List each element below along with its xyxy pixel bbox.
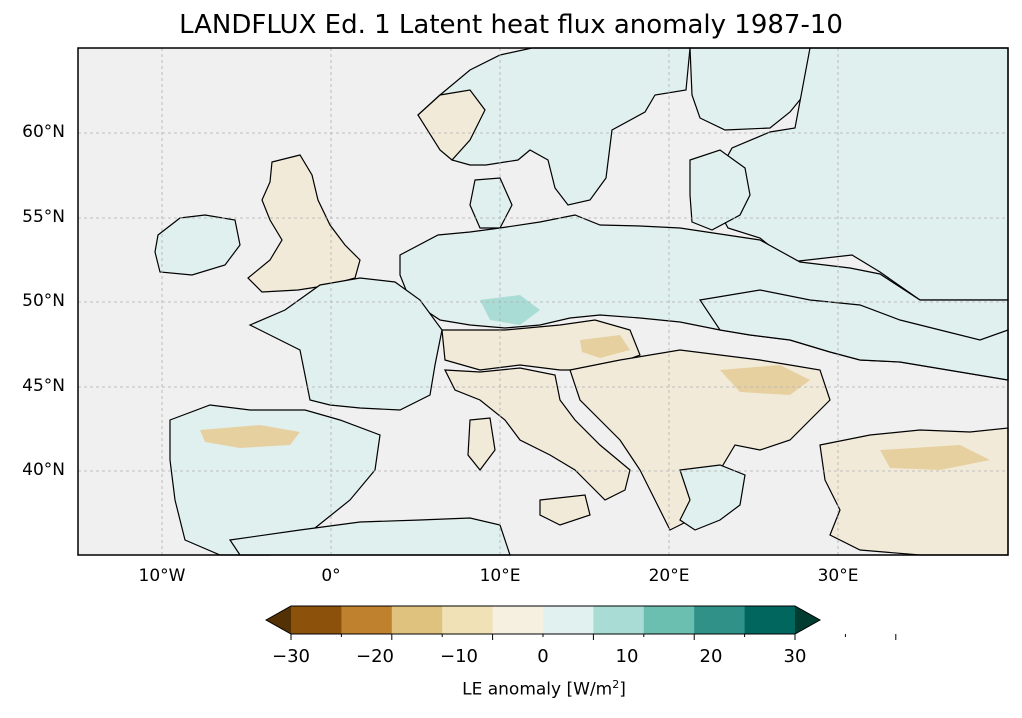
colorbar-swatch [744, 606, 796, 634]
britain-land [247, 154, 361, 293]
colorbar-swatch [291, 606, 342, 634]
sardinia-land [467, 417, 496, 471]
lat-tick-50n: 50°N [22, 291, 65, 311]
colorbar-tick-0: 0 [537, 646, 549, 667]
lon-tick-0: 0° [321, 566, 341, 586]
colorbar-tick-neg20: −20 [356, 646, 394, 667]
dry-patch-spain [200, 425, 300, 448]
lat-tick-40n: 40°N [22, 460, 65, 480]
france-land [248, 277, 443, 411]
map-frame [77, 47, 1009, 556]
colorbar-swatch [492, 606, 544, 634]
lat-tick-45n: 45°N [22, 376, 65, 396]
sicily-land [539, 494, 591, 526]
land-areas [154, 47, 1009, 556]
colorbar-tick-20: 20 [699, 646, 723, 667]
colorbar-swatch [543, 606, 594, 634]
colorbar-swatch [442, 606, 494, 634]
colorbar-tick-neg30: −30 [272, 646, 310, 667]
colorbar-swatch [694, 606, 746, 634]
lat-tick-60n: 60°N [22, 122, 65, 142]
greece-land [679, 464, 746, 531]
lon-tick-30e: 30°E [817, 566, 859, 586]
baltic-land [689, 149, 751, 231]
colorbar-tick-10: 10 [615, 646, 639, 667]
colorbar-label: LE anomaly [W/m2] [462, 678, 626, 700]
lat-tick-55n: 55°N [22, 207, 65, 227]
dry-patch-turkey [880, 445, 990, 470]
map-title: LANDFLUX Ed. 1 Latent heat flux anomaly … [179, 10, 843, 40]
colorbar-tick-neg10: −10 [440, 646, 478, 667]
colorbar-swatches [266, 606, 820, 634]
colorbar-extend-high [795, 606, 820, 634]
colorbar-tick-30: 30 [783, 646, 807, 667]
lon-tick-20e: 20°E [648, 566, 690, 586]
colorbar-swatch [391, 606, 443, 634]
colorbar-swatch [643, 606, 695, 634]
gridlines [78, 48, 1008, 555]
lon-tick-10e: 10°E [479, 566, 521, 586]
italy-land [444, 367, 631, 501]
lon-tick-10w: 10°W [138, 566, 186, 586]
iceland-like-norway-coast [417, 89, 486, 161]
balkans-land [569, 349, 831, 531]
colorbar-extend-low [266, 606, 291, 634]
colorbar-swatch [593, 606, 645, 634]
dry-patch-hungary [580, 335, 630, 358]
colorbar-tick-marks [290, 634, 897, 640]
ireland-land [154, 214, 241, 276]
wet-patch-germany [480, 295, 540, 325]
colorbar-swatch [341, 606, 393, 634]
dry-patch-romania [720, 365, 810, 395]
